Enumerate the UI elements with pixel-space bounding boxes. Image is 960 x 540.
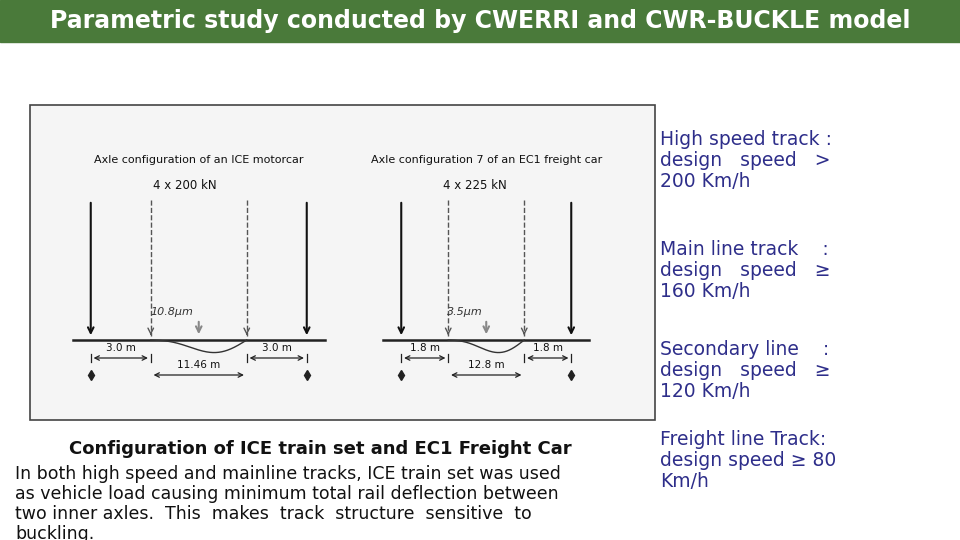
Text: 1.8 m: 1.8 m xyxy=(533,343,563,353)
Text: 4 x 225 kN: 4 x 225 kN xyxy=(443,179,507,192)
Text: Main line track    :: Main line track : xyxy=(660,240,828,259)
Text: Freight line Track:: Freight line Track: xyxy=(660,430,827,449)
Text: 4 x 200 kN: 4 x 200 kN xyxy=(153,179,216,192)
Text: buckling.: buckling. xyxy=(15,525,94,540)
Text: 160 Km/h: 160 Km/h xyxy=(660,282,751,301)
Text: Secondary line    :: Secondary line : xyxy=(660,340,829,359)
Text: design   speed   ≥: design speed ≥ xyxy=(660,261,830,280)
Text: High speed track :: High speed track : xyxy=(660,130,832,149)
Text: design   speed   >: design speed > xyxy=(660,151,830,170)
Text: Configuration of ICE train set and EC1 Freight Car: Configuration of ICE train set and EC1 F… xyxy=(69,440,571,458)
Text: design speed ≥ 80: design speed ≥ 80 xyxy=(660,451,836,470)
Text: Km/h: Km/h xyxy=(660,472,708,491)
Text: as vehicle load causing minimum total rail deflection between: as vehicle load causing minimum total ra… xyxy=(15,485,559,503)
Text: 3.0 m: 3.0 m xyxy=(262,343,292,353)
Text: Axle configuration 7 of an EC1 freight car: Axle configuration 7 of an EC1 freight c… xyxy=(371,155,602,165)
Text: design   speed   ≥: design speed ≥ xyxy=(660,361,830,380)
Text: 200 Km/h: 200 Km/h xyxy=(660,172,751,191)
Bar xyxy=(30,105,655,420)
Text: 120 Km/h: 120 Km/h xyxy=(660,382,751,401)
Text: 10.8μm: 10.8μm xyxy=(151,307,194,317)
Text: Parametric study conducted by CWERRI and CWR-BUCKLE model: Parametric study conducted by CWERRI and… xyxy=(50,9,910,33)
Text: 12.8 m: 12.8 m xyxy=(468,360,505,370)
Bar xyxy=(0,0,960,42)
Text: Axle configuration of an ICE motorcar: Axle configuration of an ICE motorcar xyxy=(94,155,303,165)
Text: 3.5μm: 3.5μm xyxy=(447,307,483,317)
Text: In both high speed and mainline tracks, ICE train set was used: In both high speed and mainline tracks, … xyxy=(15,465,561,483)
Text: 1.8 m: 1.8 m xyxy=(410,343,440,353)
Text: 3.0 m: 3.0 m xyxy=(106,343,135,353)
Text: 11.46 m: 11.46 m xyxy=(178,360,221,370)
Text: two inner axles.  This  makes  track  structure  sensitive  to: two inner axles. This makes track struct… xyxy=(15,505,532,523)
